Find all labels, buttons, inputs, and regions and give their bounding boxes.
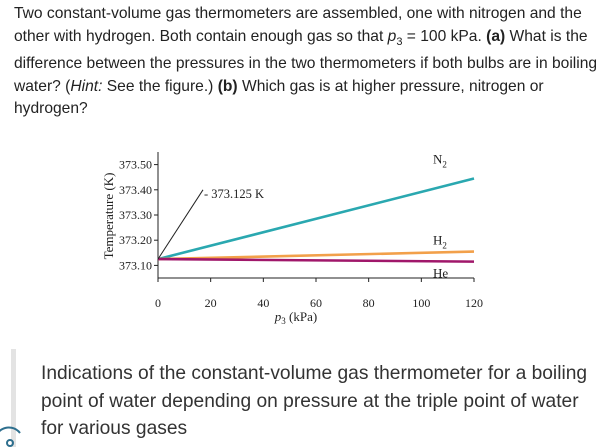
temperature-pressure-chart: Temperature (K) 373.10 373.20 373.30 373.40…: [96, 148, 496, 338]
hint-text: See the figure.): [102, 78, 217, 95]
series-label-h2: H2: [433, 233, 447, 251]
hint-label: Hint:: [70, 78, 102, 95]
y-tick-label: 373.40: [119, 183, 152, 197]
part-a-label: (a): [486, 28, 505, 45]
annotation-label: - 373.125 K: [204, 187, 264, 201]
partial-avatar-icon: [0, 425, 24, 447]
y-axis-label: Temperature (K): [101, 173, 116, 260]
x-tick-label: 100: [412, 296, 430, 310]
pressure-value: = 100 kPa.: [402, 28, 486, 45]
x-ticks: 0 20 40 60 80 100 120: [155, 278, 483, 310]
question-text: Two constant-volume gas thermometers are…: [14, 3, 606, 121]
series-line-he: [158, 259, 474, 262]
annotation-group: - 373.125 K: [158, 187, 264, 259]
x-tick-label: 20: [205, 296, 217, 310]
series-label-n2: N2: [433, 151, 447, 169]
series-line-h2: [158, 252, 474, 260]
y-tick-label: 373.20: [119, 233, 152, 247]
x-tick-label: 80: [363, 296, 375, 310]
x-tick-label: 60: [310, 296, 322, 310]
part-b-label: (b): [218, 78, 238, 95]
figure-caption: Indications of the constant-volume gas t…: [41, 360, 601, 443]
x-tick-label: 40: [257, 296, 269, 310]
y-tick-label: 373.50: [119, 158, 152, 172]
y-tick-label: 373.10: [119, 258, 152, 272]
x-tick-label: 120: [465, 296, 483, 310]
y-tick-label: 373.30: [119, 208, 152, 222]
x-axis-label: p3 (kPa): [274, 309, 317, 326]
x-tick-label: 0: [155, 296, 161, 310]
series-label-he: He: [433, 266, 448, 281]
y-axis-label-group: Temperature (K): [101, 173, 116, 260]
y-ticks: 373.10 373.20 373.30 373.40 373.50: [119, 158, 158, 273]
